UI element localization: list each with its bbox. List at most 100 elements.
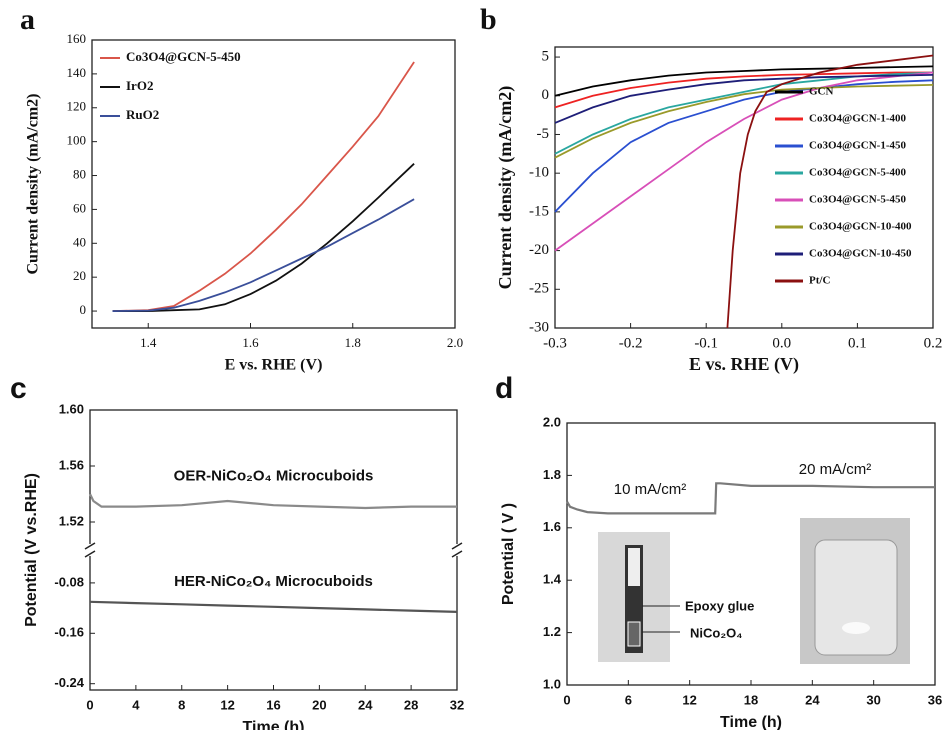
series-line <box>554 71 934 252</box>
x-axis-label: Time (h) <box>243 719 305 730</box>
y-tick-label: 1.6 <box>543 519 561 534</box>
axis-break <box>451 550 463 558</box>
panel-label: d <box>495 372 513 405</box>
y-tick-label: 2.0 <box>543 414 561 429</box>
x-tick-label: -0.1 <box>694 335 718 351</box>
y-tick-label: -0.24 <box>54 675 84 690</box>
series-line <box>554 79 934 213</box>
y-tick-label: -15 <box>529 203 549 219</box>
axis-break <box>84 550 96 558</box>
y-tick-label: 140 <box>67 65 87 80</box>
sample <box>842 622 870 634</box>
legend-label: Co3O4@GCN-10-450 <box>809 248 912 260</box>
x-tick-label: 1.4 <box>140 335 157 350</box>
y-tick-label: 0 <box>542 87 550 103</box>
panel-label: b <box>480 3 497 36</box>
legend-label: Co3O4@GCN-5-450 <box>126 49 241 64</box>
x-tick-label: 0 <box>86 697 93 712</box>
panel: a 1.4 1.6 1.8 2.0 0 20 40 60 80 100 120 140 160 E vs. … <box>20 3 463 374</box>
axis-break <box>84 542 96 550</box>
y-tick-label: 1.8 <box>543 467 561 482</box>
panel: b -0.3 -0.2 -0.1 0.0 0.1 0.2 5 0 -5 -10 -15 -20 -25 -3… <box>480 3 942 375</box>
x-tick-label: 6 <box>625 692 632 707</box>
legend-label: Co3O4@GCN-1-400 <box>809 113 907 125</box>
annotation: 20 mA/cm² <box>799 461 872 478</box>
y-axis-label: Potential (V vs.RHE) <box>23 473 40 627</box>
legend-label: RuO2 <box>126 107 159 122</box>
series-annotation: OER-NiCo₂O₄ Microcuboids <box>174 468 374 485</box>
series-line <box>112 61 415 312</box>
series-line <box>89 493 457 510</box>
y-tick-label: 80 <box>73 167 86 182</box>
x-axis-label: E vs. RHE (V) <box>689 354 799 375</box>
panel-label: c <box>10 372 27 405</box>
x-tick-label: 1.6 <box>242 335 259 350</box>
series-line <box>112 198 415 312</box>
y-tick-label: 1.52 <box>59 513 84 528</box>
x-tick-label: 24 <box>358 697 373 712</box>
series-line <box>566 482 935 515</box>
series-line <box>554 65 934 97</box>
y-tick-label: -0.08 <box>54 574 84 589</box>
photo-insets <box>598 518 910 664</box>
x-tick-label: 0.0 <box>772 335 791 351</box>
x-tick-label: -0.3 <box>543 335 567 351</box>
y-tick-label: -20 <box>529 242 549 258</box>
x-tick-label: 1.8 <box>345 335 361 350</box>
y-tick-label: -30 <box>529 319 549 335</box>
y-axis-label: Current density (mA/cm2) <box>25 93 42 274</box>
series-line <box>726 54 934 329</box>
x-tick-label: 12 <box>220 697 234 712</box>
y-axis-label: Current density (mA/cm2) <box>495 86 516 290</box>
y-tick-label: 1.56 <box>59 457 84 472</box>
y-tick-label: 0 <box>80 302 87 317</box>
y-tick-label: 60 <box>73 200 86 215</box>
y-tick-label: 1.60 <box>59 401 84 416</box>
electrode-top <box>628 548 640 586</box>
x-tick-label: 0.1 <box>848 335 867 351</box>
panel-label: a <box>20 3 35 36</box>
y-tick-label: 1.2 <box>543 624 561 639</box>
series-line <box>554 71 933 109</box>
legend-label: GCN <box>809 86 834 98</box>
y-axis-label: Potential ( V ) <box>500 503 517 605</box>
legend-label: Co3O4@GCN-5-400 <box>809 167 907 179</box>
legend-label: Pt/C <box>809 275 830 287</box>
panel: d 0 6 12 18 24 30 36 1.0 1.2 1.4 1.6 1.8 2.0 Time (h) P… <box>495 372 942 730</box>
y-tick-label: 160 <box>67 31 87 46</box>
annotation: NiCo₂O₄ <box>690 625 742 640</box>
electrode-sample <box>627 621 641 647</box>
plot-frame <box>554 46 934 329</box>
y-tick-label: -10 <box>529 165 549 181</box>
x-tick-label: 8 <box>178 697 185 712</box>
x-tick-label: 0 <box>563 692 570 707</box>
legend-label: IrO2 <box>126 78 153 93</box>
y-tick-label: 5 <box>542 49 550 65</box>
beaker <box>814 539 898 656</box>
y-tick-label: 1.4 <box>543 572 562 587</box>
y-tick-label: -0.16 <box>54 625 84 640</box>
annotation: 10 mA/cm² <box>614 481 687 498</box>
y-tick-label: -25 <box>529 281 549 297</box>
x-axis-label: Time (h) <box>720 714 782 730</box>
y-tick-label: 40 <box>73 234 86 249</box>
x-tick-label: 32 <box>450 697 464 712</box>
axis-break <box>451 542 463 550</box>
y-tick-label: 20 <box>73 268 86 283</box>
x-tick-label: 12 <box>682 692 696 707</box>
x-tick-label: 36 <box>928 692 942 707</box>
x-tick-label: 24 <box>805 692 820 707</box>
series-line <box>554 74 934 124</box>
x-tick-label: 0.2 <box>924 335 943 351</box>
series-annotation: HER-NiCo₂O₄ Microcuboids <box>174 573 373 590</box>
x-tick-label: 4 <box>132 697 140 712</box>
y-tick-label: 1.0 <box>543 676 561 691</box>
y-tick-label: -5 <box>537 126 550 142</box>
panel: c 0 4 8 12 16 20 24 28 32 1.60 1.56 1.52 -0.08 -0.16 -0… <box>10 372 464 730</box>
series-line <box>554 84 934 159</box>
x-tick-label: -0.2 <box>619 335 643 351</box>
y-tick-label: 120 <box>67 99 87 114</box>
plot-frame <box>91 39 456 329</box>
x-tick-label: 30 <box>866 692 880 707</box>
